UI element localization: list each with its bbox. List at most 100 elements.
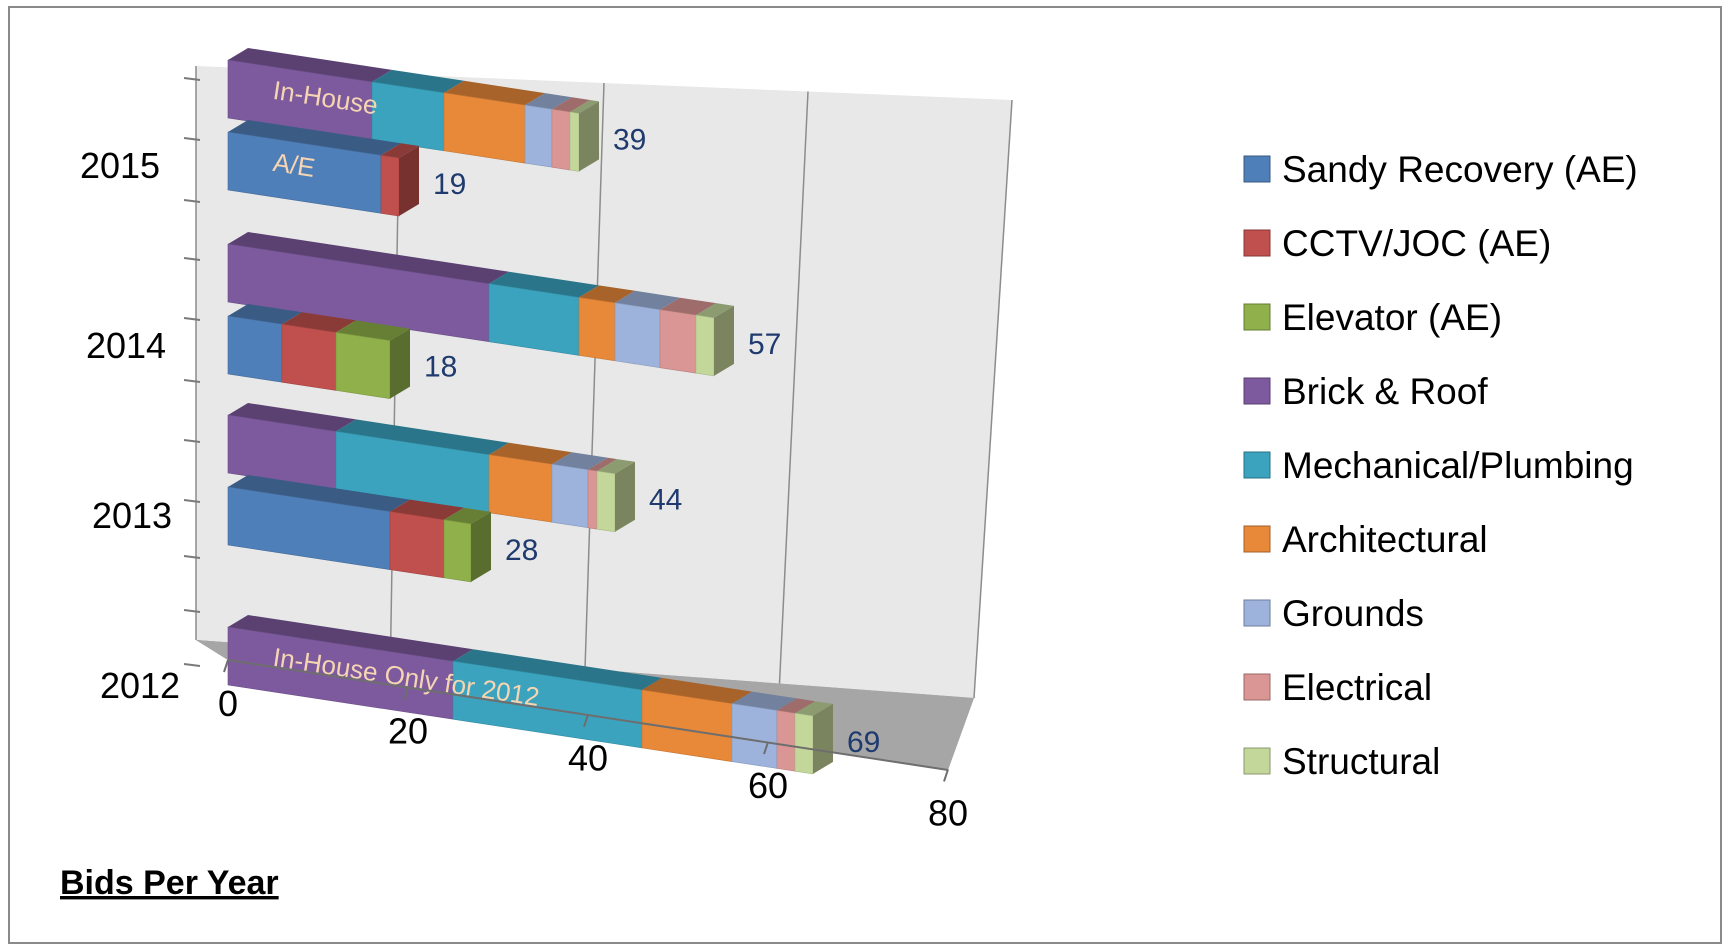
bar-segment-2014-ae-cctv-joc-ae- (281, 323, 337, 391)
y-tick-10 (183, 663, 201, 667)
bar-segment-2012-inhouse-grounds (731, 703, 778, 769)
bar-segment-2014-inhouse-brick-roof-top (228, 232, 509, 284)
bar-segment-2012-inhouse-structural (794, 712, 814, 775)
bar-segment-2015-ae-sandy-recovery-ae--top (228, 120, 401, 156)
legend-swatch-grounds (1243, 599, 1271, 627)
legend-label-elevator-ae-: Elevator (AE) (1282, 297, 1502, 338)
bar-annotation-2015-ae: A/E (271, 147, 317, 183)
x-tick-label-40: 40 (568, 738, 608, 779)
bar-segment-2013-inhouse-structural-top (597, 459, 635, 474)
legend-swatch-architectural (1243, 525, 1271, 553)
total-label-2015-inhouse: 39 (613, 123, 646, 156)
bar-2013-ae: 28 (227, 475, 538, 583)
bar-segment-2015-inhouse-grounds (524, 104, 553, 168)
x-tick-label-60: 60 (748, 765, 788, 806)
bar-segment-2012-inhouse-structural-end (813, 703, 833, 774)
bar-segment-2012-inhouse-electrical-top (777, 698, 815, 714)
bar-segment-2014-ae-elevator-ae- (335, 332, 391, 399)
bar-segment-2013-ae-elevator-ae--top (444, 507, 491, 524)
bar-2013-inhouse: 44 (227, 403, 682, 533)
legend-swatch-sandy-recovery-ae- (1243, 155, 1271, 183)
bar-segment-2013-inhouse-electrical-top (588, 457, 617, 472)
x-tick-60 (763, 741, 769, 755)
bar-segment-2013-inhouse-brick-roof-top (228, 403, 356, 432)
bar-segment-2014-inhouse-mechanical-plumbing-top (489, 271, 599, 298)
bar-segment-2014-ae-elevator-ae--top (336, 320, 410, 341)
y-tick-0 (183, 77, 201, 81)
bar-segment-2013-inhouse-structural (596, 470, 616, 533)
total-label-2015-ae: 19 (433, 168, 466, 201)
bar-segment-2015-inhouse-electrical-top (552, 97, 590, 112)
y-tick-6 (183, 439, 201, 443)
bar-segment-2012-inhouse-mechanical-plumbing-top (453, 649, 662, 690)
bar-segment-2014-ae-sandy-recovery-ae--top (228, 304, 302, 325)
category-label-2012: 2012 (100, 665, 180, 706)
bar-segment-2015-inhouse-architectural-top (444, 80, 545, 106)
bar-2015-ae: 19 A/E (227, 120, 466, 217)
bar-segment-2014-inhouse-electrical (659, 309, 697, 374)
y-tick-7 (183, 499, 201, 503)
bar-segment-2015-inhouse-architectural (443, 92, 526, 164)
bar-segment-2014-ae-cctv-joc-ae--top (282, 312, 356, 333)
bar-segment-2015-ae-cctv-joc-ae--top (381, 143, 419, 158)
bar-segment-2015-inhouse-mechanical-plumbing (371, 81, 445, 152)
legend-swatch-structural (1243, 747, 1271, 775)
bar-segment-2012-inhouse-electrical (776, 710, 796, 772)
y-tick-1 (183, 137, 201, 141)
bar-segment-2014-inhouse-structural-top (696, 303, 734, 318)
y-tick-2 (183, 199, 201, 203)
bar-segment-2012-inhouse-grounds-top (732, 691, 797, 711)
legend: Sandy Recovery (AE) CCTV/JOC (AE) Elevator… (1243, 149, 1638, 782)
bar-segment-2013-inhouse-mechanical-plumbing-top (336, 419, 509, 455)
bar-2014-ae: 18 (227, 304, 457, 399)
total-label-2014-ae: 18 (424, 351, 457, 384)
bar-segment-2013-ae-elevator-ae--end (471, 511, 491, 582)
bar-segment-2013-inhouse-structural-end (615, 461, 635, 532)
bar-segment-2012-inhouse-architectural-top (642, 677, 752, 704)
legend-label-structural: Structural (1282, 741, 1440, 782)
x-tick-20 (403, 687, 409, 700)
bar-2014-inhouse: 57 (227, 232, 781, 377)
bar-segment-2012-inhouse-brick-roof-top (228, 615, 473, 662)
legend-label-electrical: Electrical (1282, 667, 1432, 708)
bar-segment-2014-inhouse-architectural (578, 297, 616, 362)
legend-label-sandy-recovery-ae-: Sandy Recovery (AE) (1282, 149, 1638, 190)
bar-segment-2015-inhouse-mechanical-plumbing-top (372, 69, 464, 93)
bar-segment-2015-inhouse-brick-roof-top (228, 48, 392, 82)
bar-segment-2013-inhouse-grounds-top (552, 452, 608, 470)
x-tick-0 (223, 659, 229, 673)
total-label-2013-inhouse: 44 (649, 484, 682, 517)
bar-segment-2014-ae-sandy-recovery-ae- (227, 315, 283, 383)
y-tick-3 (183, 257, 201, 261)
bar-segment-2015-inhouse-structural-top (570, 100, 599, 114)
legend-swatch-electrical (1243, 673, 1271, 701)
chart-caption: Bids Per Year (60, 864, 279, 902)
category-label-2013: 2013 (92, 495, 172, 536)
legend-label-architectural: Architectural (1282, 519, 1488, 560)
total-label-2012-inhouse: 69 (847, 726, 880, 759)
x-tick-label-0: 0 (218, 683, 238, 724)
x-tick-label-80: 80 (928, 792, 968, 833)
total-label-2014-inhouse: 57 (748, 328, 781, 361)
bar-segment-2013-ae-cctv-joc-ae--top (390, 499, 464, 520)
legend-swatch-elevator-ae- (1243, 303, 1271, 331)
y-tick-8 (183, 555, 201, 559)
bar-segment-2013-inhouse-grounds (551, 463, 589, 529)
gridline-40 (584, 82, 605, 670)
bar-segment-2014-inhouse-grounds (614, 302, 661, 369)
bar-segment-2013-inhouse-electrical (587, 469, 598, 530)
bar-segment-2013-inhouse-architectural-top (489, 442, 572, 465)
category-label-2014: 2014 (86, 325, 166, 366)
bar-segment-2015-ae-cctv-joc-ae--end (399, 146, 419, 216)
category-label-2015: 2015 (80, 145, 160, 186)
legend-label-mechanical-plumbing: Mechanical/Plumbing (1282, 445, 1634, 486)
x-tick-label-20: 20 (388, 710, 428, 751)
bar-segment-2013-ae-sandy-recovery-ae--top (228, 475, 410, 512)
bar-segment-2014-inhouse-architectural-top (579, 285, 635, 303)
y-tick-9 (183, 609, 201, 613)
y-tick-5 (183, 379, 201, 383)
bar-segment-2014-ae-elevator-ae--end (390, 328, 410, 399)
legend-swatch-brick-roof (1243, 377, 1271, 405)
